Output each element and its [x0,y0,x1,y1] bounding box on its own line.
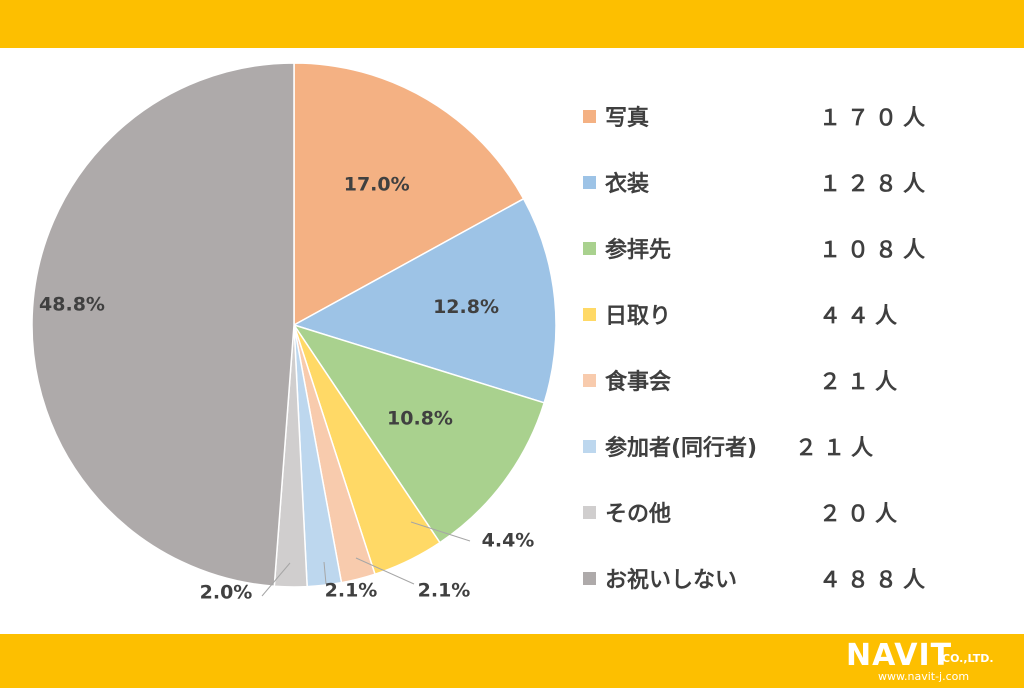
pie-slice [292,197,557,404]
legend-label: 日取り [605,304,672,329]
legend-label: その他 [605,502,672,527]
leader-line [261,562,291,597]
legend-item: 参加者(同行者) ２１人 [583,428,1003,464]
legend-swatch [583,440,596,453]
data-label: 2.1% [325,580,378,602]
legend-swatch [583,110,596,123]
legend-count: １２８人 [819,172,932,197]
legend-count: ２１人 [795,436,880,461]
legend-item: 日取り ４４人 [583,296,1003,332]
legend-item: 写真 １７０人 [583,98,1003,134]
legend-item: お祝いしない ４８８人 [583,560,1003,596]
legend-label: 参拝先 [605,238,672,263]
leader-line [323,561,327,585]
leader-line [410,521,471,542]
legend-swatch [583,176,596,189]
logo-wordmark: NAVIT [846,638,953,673]
legend-label: お祝いしない [605,568,738,593]
legend-item: 衣装 １２８人 [583,164,1003,200]
legend-swatch [583,506,596,519]
top-banner [0,0,1024,48]
legend-count: ２０人 [819,502,904,527]
pie-slice [292,323,546,544]
logo-company-suffix: CO.,LTD. [942,652,994,665]
pie-chart: 17.0% 12.8% 10.8% 4.4% 2.1% 2.1% 2.0% 48.8% [31,62,557,604]
legend-count: ２１人 [819,370,904,395]
legend-count: １０８人 [819,238,932,263]
legend-label: 食事会 [605,370,672,395]
legend-count: １７０人 [819,106,932,131]
data-label: 4.4% [482,530,535,552]
legend-label: 衣装 [605,172,650,197]
bottom-banner [0,634,1024,688]
data-labels: 17.0% 12.8% 10.8% 4.4% 2.1% 2.1% 2.0% 48.8% [39,174,534,604]
data-label: 12.8% [433,296,499,318]
legend-swatch [583,572,596,585]
legend-swatch [583,242,596,255]
legend-count: ４４人 [819,304,904,329]
legend-item: 食事会 ２１人 [583,362,1003,398]
pie-slices [31,62,557,588]
data-label: 2.1% [418,580,471,602]
leader-line [355,557,415,585]
company-logo: NAVIT CO.,LTD. www.navit-j.com [846,640,1018,684]
legend-item: 参拝先 １０８人 [583,230,1003,266]
data-label: 48.8% [39,294,105,316]
data-label: 17.0% [344,174,410,196]
legend-swatch [583,308,596,321]
pie-slice [293,62,525,327]
pie-slice [31,62,295,588]
legend-label: 写真 [605,106,650,131]
leader-lines [261,521,471,597]
legend-count: ４８８人 [819,568,932,593]
legend-item: その他 ２０人 [583,494,1003,530]
logo-url: www.navit-j.com [878,670,970,683]
data-label: 2.0% [200,582,253,604]
legend-swatch [583,374,596,387]
legend-label: 参加者(同行者) [605,436,758,461]
data-label: 10.8% [387,407,453,429]
